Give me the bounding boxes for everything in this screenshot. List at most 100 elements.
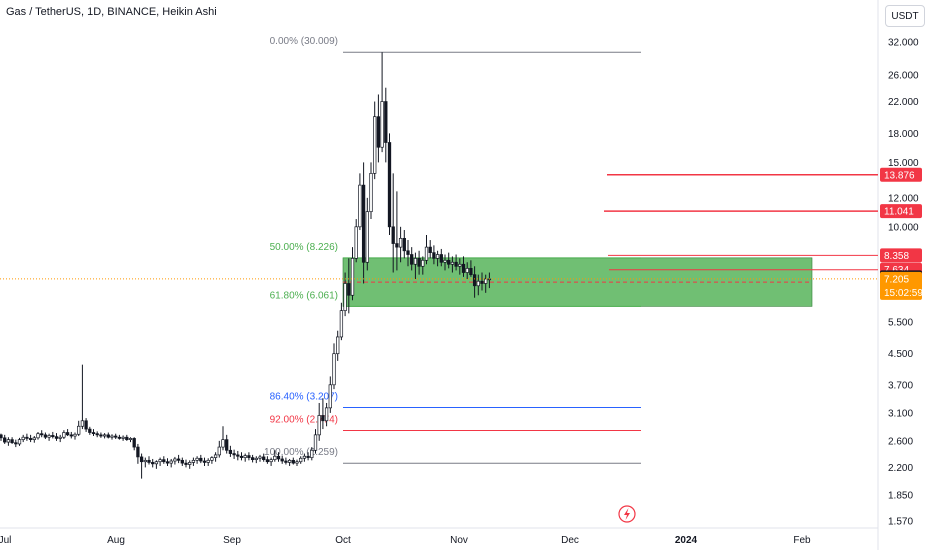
candle bbox=[413, 252, 418, 280]
candle-body bbox=[117, 436, 122, 439]
chart-title: Gas / TetherUS, 1D, BINANCE, Heikin Ashi bbox=[6, 6, 217, 18]
candle bbox=[136, 443, 140, 464]
candle bbox=[287, 458, 292, 466]
price-tick-label: 12.000 bbox=[888, 193, 919, 204]
candle bbox=[239, 452, 244, 461]
candle-body bbox=[121, 436, 125, 439]
candle bbox=[91, 429, 96, 437]
candle-body bbox=[458, 263, 462, 267]
fib-level-label: 92.00% (2.774) bbox=[270, 415, 338, 426]
candle bbox=[406, 240, 410, 267]
candle-body bbox=[406, 250, 410, 255]
candle-body bbox=[317, 415, 321, 436]
candle bbox=[95, 431, 99, 438]
candle-body bbox=[336, 336, 340, 355]
candle-body bbox=[180, 459, 184, 464]
candle bbox=[143, 457, 147, 468]
candle bbox=[102, 433, 107, 439]
candle bbox=[243, 453, 247, 462]
candle bbox=[114, 433, 118, 440]
fib-level-label: 0.00% (30.009) bbox=[270, 36, 338, 47]
price-tick-label: 22.000 bbox=[888, 97, 919, 108]
candle-body bbox=[324, 407, 329, 422]
candle bbox=[421, 256, 425, 275]
candle-body bbox=[291, 459, 295, 464]
candle bbox=[402, 230, 406, 259]
candle-body bbox=[480, 280, 484, 284]
candle-body bbox=[17, 439, 22, 445]
countdown-text: 15:02:59 bbox=[884, 288, 923, 299]
candle bbox=[47, 433, 51, 441]
candle-body bbox=[424, 246, 429, 261]
price-tick-label: 15.000 bbox=[888, 158, 919, 169]
candle bbox=[151, 458, 155, 468]
candle-body bbox=[236, 454, 240, 457]
candle bbox=[380, 52, 384, 153]
candle bbox=[51, 431, 55, 439]
candle-body bbox=[306, 455, 310, 458]
candle bbox=[317, 402, 321, 441]
candle-body bbox=[332, 353, 336, 386]
candle bbox=[236, 450, 240, 461]
candle-body bbox=[328, 384, 332, 409]
candle-body bbox=[417, 257, 421, 267]
candle-body bbox=[191, 459, 196, 463]
candle bbox=[69, 431, 73, 439]
candle bbox=[195, 456, 199, 464]
candle-body bbox=[410, 254, 414, 265]
candle-body bbox=[384, 101, 388, 143]
candle bbox=[0, 433, 3, 441]
price-axis[interactable]: 32.000 26.000 22.000 18.000 15.000 12.000 10.0… bbox=[888, 38, 919, 528]
candle-body bbox=[380, 101, 384, 148]
candle-body bbox=[465, 267, 469, 273]
price-label-bg bbox=[880, 271, 922, 300]
candle-body bbox=[132, 438, 136, 448]
candle bbox=[450, 256, 455, 273]
time-tick-label: Oct bbox=[335, 535, 351, 546]
candle-body bbox=[369, 173, 373, 213]
candle-body bbox=[162, 459, 166, 463]
candle bbox=[428, 240, 432, 259]
price-label: 13.876 bbox=[880, 167, 922, 182]
candle-body bbox=[254, 457, 258, 460]
fib-level-label: 50.00% (8.226) bbox=[270, 242, 338, 253]
candle-body bbox=[154, 461, 159, 465]
candle bbox=[447, 252, 451, 269]
candle bbox=[439, 248, 443, 267]
currency-button[interactable]: USDT bbox=[885, 5, 925, 27]
candle bbox=[139, 453, 144, 479]
candle bbox=[191, 457, 196, 466]
price-label-text: 11.041 bbox=[884, 207, 914, 218]
candle bbox=[328, 376, 332, 413]
candle bbox=[354, 219, 358, 263]
candle-body bbox=[95, 433, 99, 436]
candle-body bbox=[195, 457, 199, 461]
candle bbox=[299, 456, 303, 464]
candle bbox=[461, 256, 466, 277]
price-tick-label: 2.600 bbox=[888, 436, 913, 447]
candle bbox=[398, 226, 403, 263]
candle-body bbox=[158, 459, 162, 463]
candle-body bbox=[128, 438, 133, 440]
candle-body bbox=[36, 433, 40, 439]
candle-body bbox=[428, 246, 432, 253]
candle-body bbox=[343, 283, 347, 311]
candle bbox=[339, 302, 344, 341]
candle bbox=[36, 431, 40, 440]
candle-body bbox=[273, 455, 277, 460]
candle-body bbox=[73, 433, 77, 437]
time-tick-label: Nov bbox=[450, 535, 468, 546]
candle-body bbox=[217, 446, 221, 456]
fib-zone bbox=[342, 257, 813, 307]
price-tick-label: 2.200 bbox=[888, 463, 913, 474]
candle bbox=[306, 452, 310, 461]
candle-body bbox=[125, 436, 129, 440]
time-tick-label: 2024 bbox=[675, 535, 698, 546]
price-label-text: 8.358 bbox=[884, 251, 909, 262]
candle-body bbox=[32, 437, 36, 440]
candle bbox=[54, 433, 59, 441]
candle-body bbox=[469, 267, 473, 276]
candle-body bbox=[295, 461, 299, 464]
time-axis[interactable]: Jul Aug Sep Oct Nov Dec 2024 Feb bbox=[0, 535, 811, 546]
